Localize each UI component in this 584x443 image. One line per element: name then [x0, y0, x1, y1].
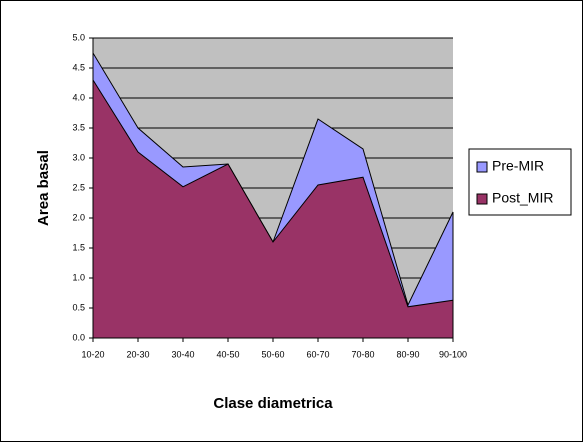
x-tick-label: 80-90 [396, 349, 419, 359]
y-tick-label: 3.5 [72, 122, 85, 132]
x-tick-label: 50-60 [261, 349, 284, 359]
x-tick-label: 30-40 [171, 349, 194, 359]
x-axis-title: Clase diametrica [213, 395, 333, 412]
legend: Pre-MIR Post_MIR [468, 148, 572, 216]
y-tick-label: 1.0 [72, 272, 85, 282]
y-tick-label: 2.5 [72, 182, 85, 192]
y-tick-label: 2.0 [72, 212, 85, 222]
y-tick-label: 0.5 [72, 302, 85, 312]
x-tick-label: 90-100 [439, 349, 467, 359]
y-tick-label: 4.0 [72, 92, 85, 102]
y-tick-label: 0.0 [72, 332, 85, 342]
y-tick-label: 4.5 [72, 62, 85, 72]
x-tick-label: 60-70 [306, 349, 329, 359]
y-tick-label: 3.0 [72, 152, 85, 162]
x-tick-label: 20-30 [126, 349, 149, 359]
legend-swatch [476, 161, 488, 173]
y-tick-label: 1.5 [72, 242, 85, 252]
x-tick-label: 10-20 [81, 349, 104, 359]
area [92, 78, 454, 339]
x-tick-label: 70-80 [351, 349, 374, 359]
legend-label: Pre-MIR [492, 158, 544, 174]
legend-swatch [476, 193, 488, 205]
legend-label: Post_MIR [492, 190, 553, 206]
x-tick-label: 40-50 [216, 349, 239, 359]
y-axis-title: Area basal [35, 150, 52, 226]
y-tick-label: 5.0 [72, 32, 85, 42]
